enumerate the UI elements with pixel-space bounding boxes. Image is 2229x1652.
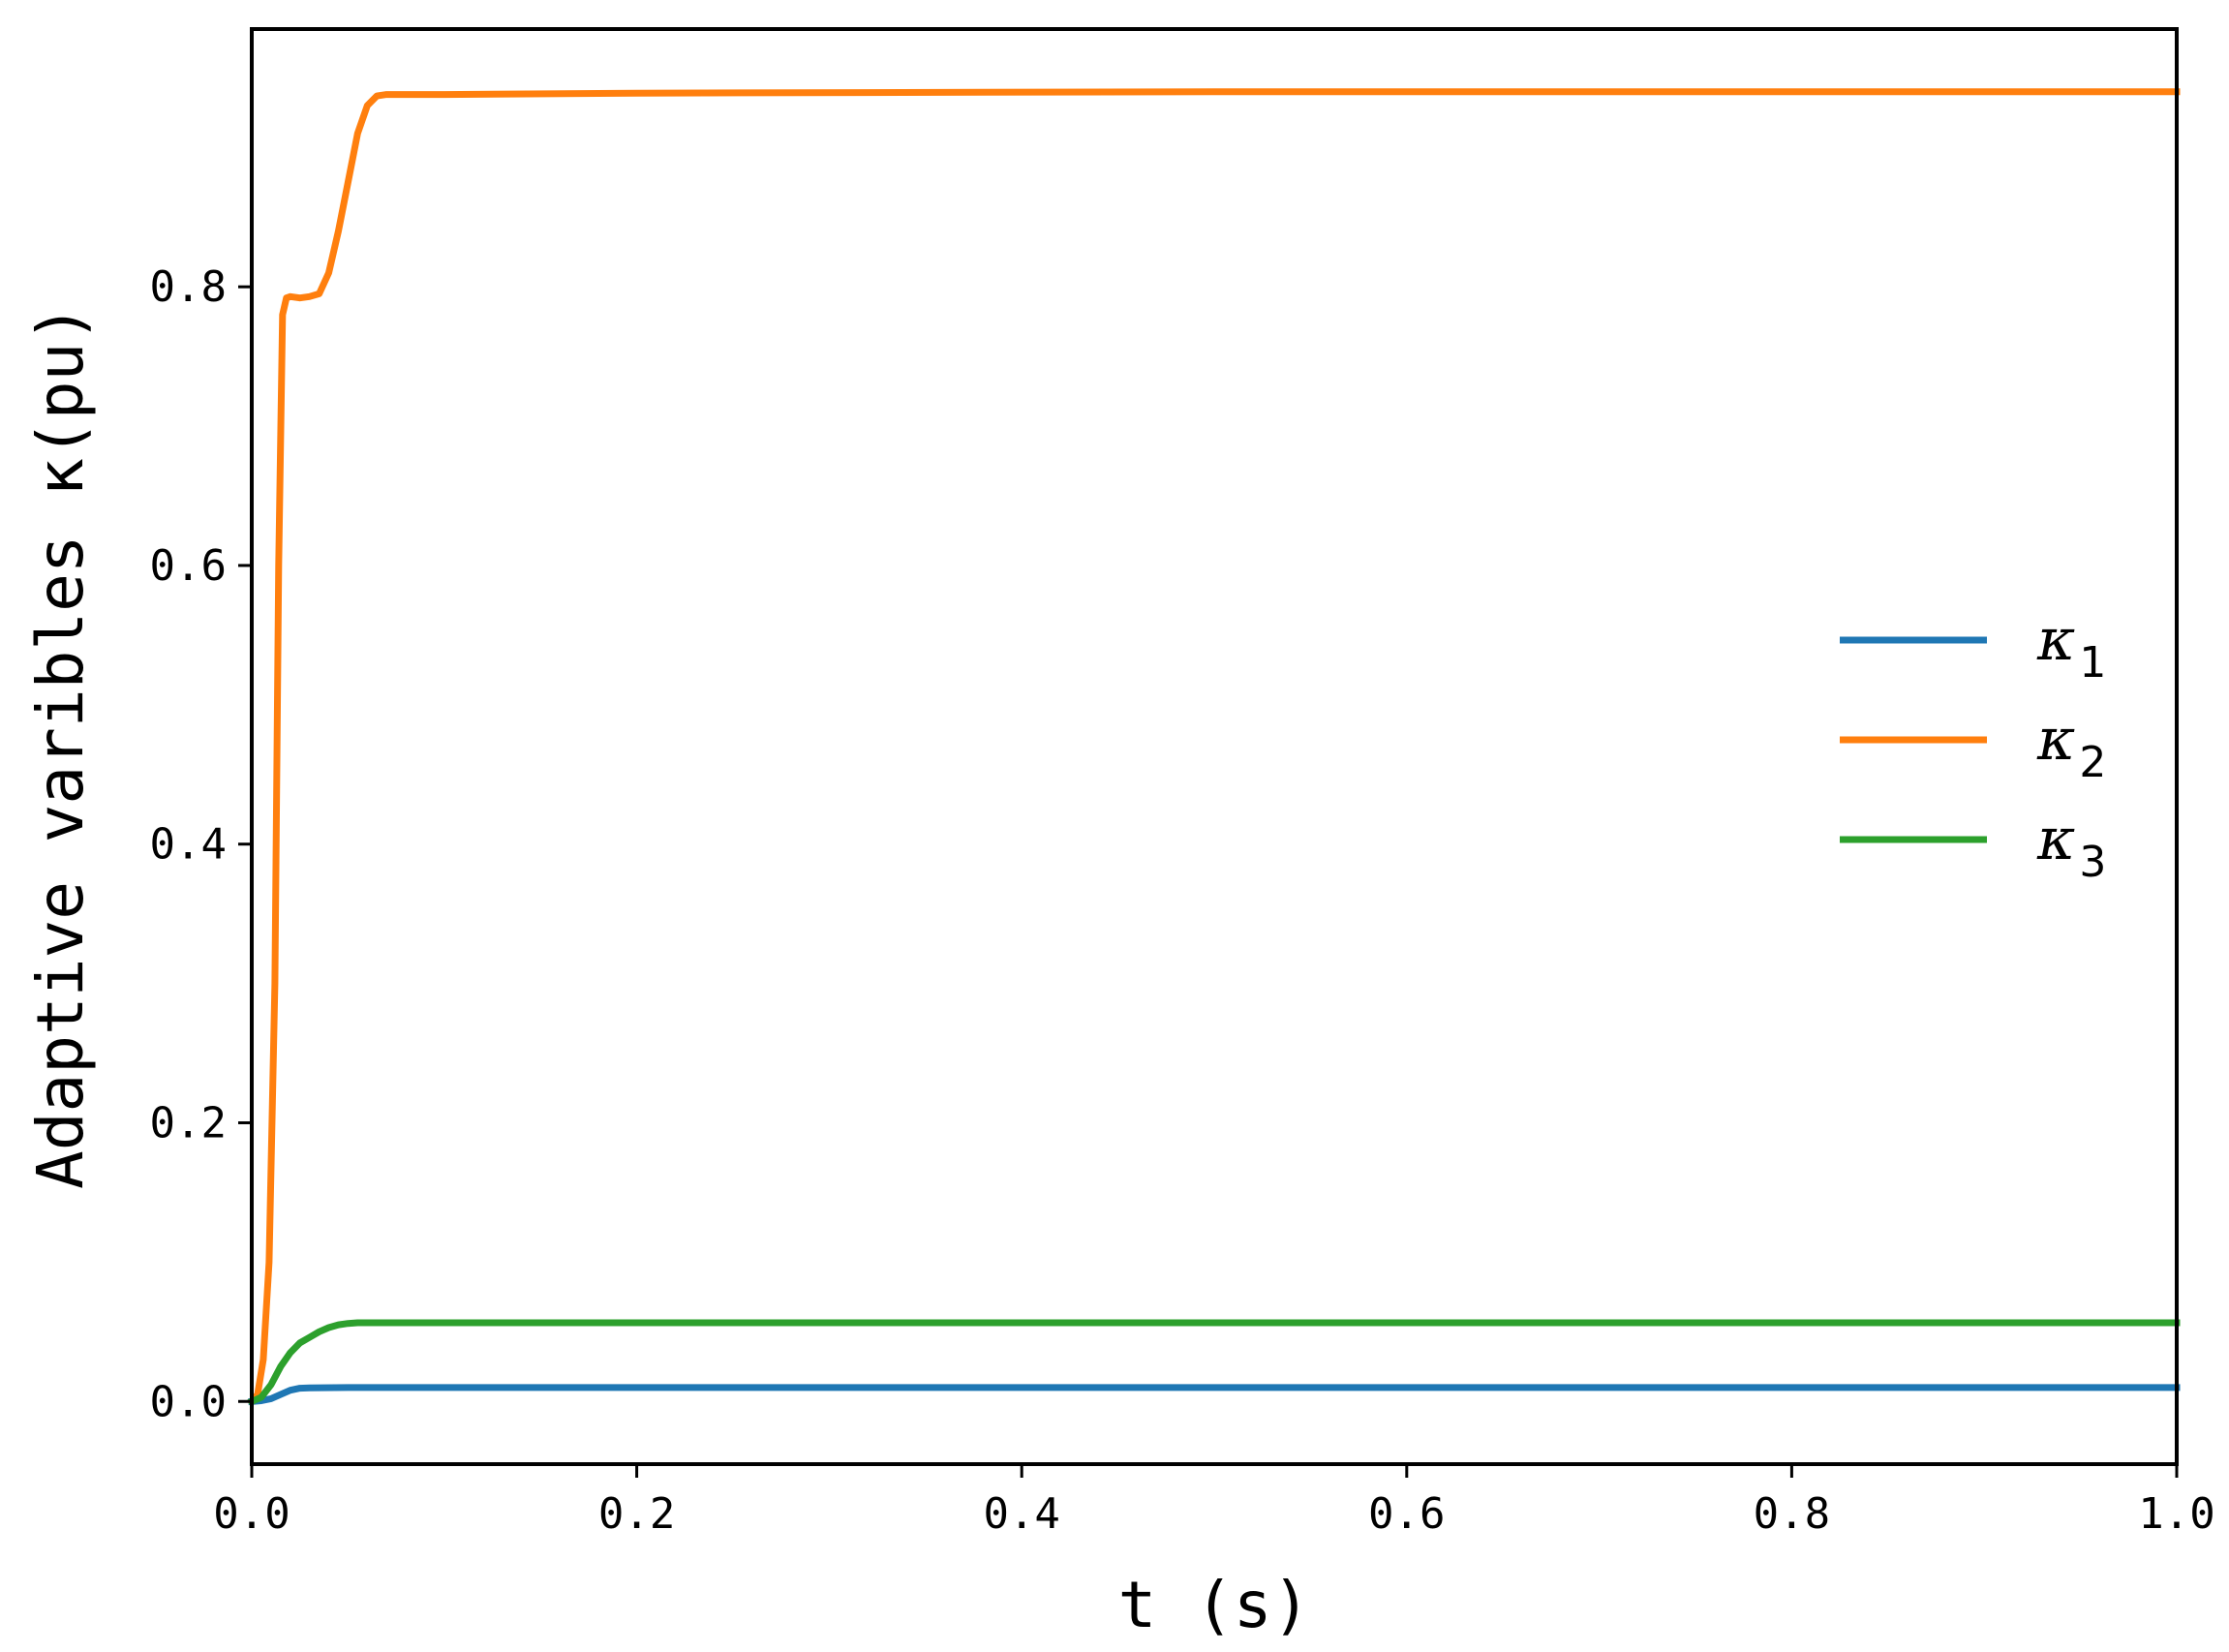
legend-label-3: κ3 <box>2036 806 2106 887</box>
x-tick-label: 0.6 <box>1368 1489 1445 1539</box>
y-axis-label: Adaptive varibles κ(pu) <box>23 304 98 1189</box>
series-line-2 <box>247 88 2181 1407</box>
plot-frame <box>250 27 2179 1466</box>
series-layer <box>247 88 2181 1407</box>
series-line-3 <box>247 1319 2181 1406</box>
x-tick-label: 0.4 <box>983 1489 1059 1539</box>
x-axis-label: t (s) <box>1118 1568 1311 1642</box>
legend-label-2: κ2 <box>2036 706 2106 787</box>
series-line-1 <box>248 1384 2181 1406</box>
legend-label-1: κ1 <box>2036 606 2106 688</box>
y-tick-label: 0.8 <box>150 262 227 312</box>
legend: κ1 κ2 κ3 <box>1840 606 2106 887</box>
x-tick-label: 0.2 <box>598 1489 675 1539</box>
y-tick-label: 0.2 <box>150 1098 227 1147</box>
y-tick-label: 0.0 <box>150 1377 227 1426</box>
y-tick-label: 0.4 <box>150 820 227 870</box>
y-tick-label: 0.6 <box>150 541 227 591</box>
x-tick-label: 1.0 <box>2138 1489 2214 1539</box>
x-tick-label: 0.8 <box>1754 1489 1830 1539</box>
x-tick-label: 0.0 <box>213 1489 290 1539</box>
y-axis-ticks: 0.0 0.2 0.4 0.6 0.8 <box>150 262 252 1426</box>
x-axis-ticks: 0.0 0.2 0.4 0.6 0.8 1.0 <box>213 1464 2215 1539</box>
